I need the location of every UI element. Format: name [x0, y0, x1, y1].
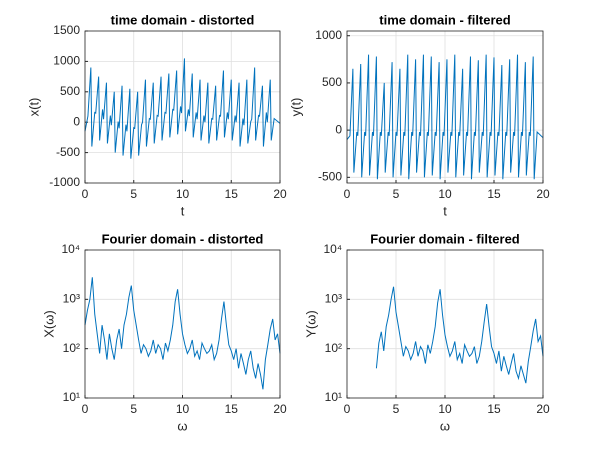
- y-axis-label: Y(ω): [303, 310, 318, 337]
- x-tick-label: 15: [487, 187, 501, 201]
- y-tick-label: 10³: [63, 292, 80, 306]
- signal-line: [346, 54, 544, 180]
- x-tick-label: 0: [82, 187, 89, 201]
- y-tick-label: 10²: [325, 341, 342, 355]
- x-tick-label: 5: [130, 187, 137, 201]
- x-tick-label: 10: [176, 402, 190, 416]
- x-tick-label: 20: [536, 187, 550, 201]
- y-tick-label: 500: [322, 75, 342, 89]
- y-tick-label: 10³: [325, 292, 342, 306]
- axes-box: [346, 249, 544, 399]
- chart-title: time domain - filtered: [379, 12, 511, 27]
- y-tick-label: 10¹: [325, 390, 342, 404]
- x-axis-label: ω: [440, 418, 450, 433]
- y-tick-label: 0: [73, 114, 80, 128]
- signal-line: [84, 277, 281, 390]
- x-axis-label: ω: [177, 418, 187, 433]
- signal-line: [84, 58, 281, 159]
- x-tick-label: 20: [273, 402, 287, 416]
- y-axis-label: y(t): [288, 98, 303, 117]
- axes-box: [84, 249, 281, 399]
- y-tick-label: 10¹: [63, 390, 80, 404]
- x-tick-label: 5: [393, 402, 400, 416]
- chart-title: Fourier domain - distorted: [102, 231, 264, 246]
- y-tick-label: 1500: [53, 23, 80, 37]
- x-tick-label: 0: [82, 402, 89, 416]
- x-tick-label: 20: [536, 402, 550, 416]
- signal-line: [375, 286, 544, 384]
- y-tick-label: -500: [318, 170, 342, 184]
- x-tick-label: 5: [393, 187, 400, 201]
- y-tick-label: -1000: [49, 175, 80, 189]
- axes-box: [84, 30, 281, 184]
- x-tick-label: 20: [273, 187, 287, 201]
- y-tick-label: 10⁴: [61, 242, 80, 256]
- x-tick-label: 10: [438, 402, 452, 416]
- x-tick-label: 10: [438, 187, 452, 201]
- x-tick-label: 0: [344, 402, 351, 416]
- chart-title: time domain - distorted: [111, 12, 255, 27]
- x-tick-label: 0: [344, 187, 351, 201]
- x-axis-label: t: [181, 203, 185, 218]
- x-tick-label: 15: [225, 402, 239, 416]
- x-tick-label: 15: [487, 402, 501, 416]
- y-tick-label: 1000: [53, 54, 80, 68]
- axes-box: [346, 30, 544, 184]
- x-tick-label: 5: [130, 402, 137, 416]
- y-tick-label: 500: [60, 84, 80, 98]
- x-tick-label: 15: [225, 187, 239, 201]
- y-tick-label: 1000: [315, 28, 342, 42]
- chart-title: Fourier domain - filtered: [370, 231, 520, 246]
- y-tick-label: 10²: [63, 341, 80, 355]
- x-axis-label: t: [443, 203, 447, 218]
- y-tick-label: -500: [56, 145, 80, 159]
- y-axis-label: x(t): [26, 98, 41, 117]
- y-tick-label: 10⁴: [323, 242, 342, 256]
- y-tick-label: 0: [335, 122, 342, 136]
- y-axis-label: X(ω): [41, 310, 56, 337]
- x-tick-label: 10: [176, 187, 190, 201]
